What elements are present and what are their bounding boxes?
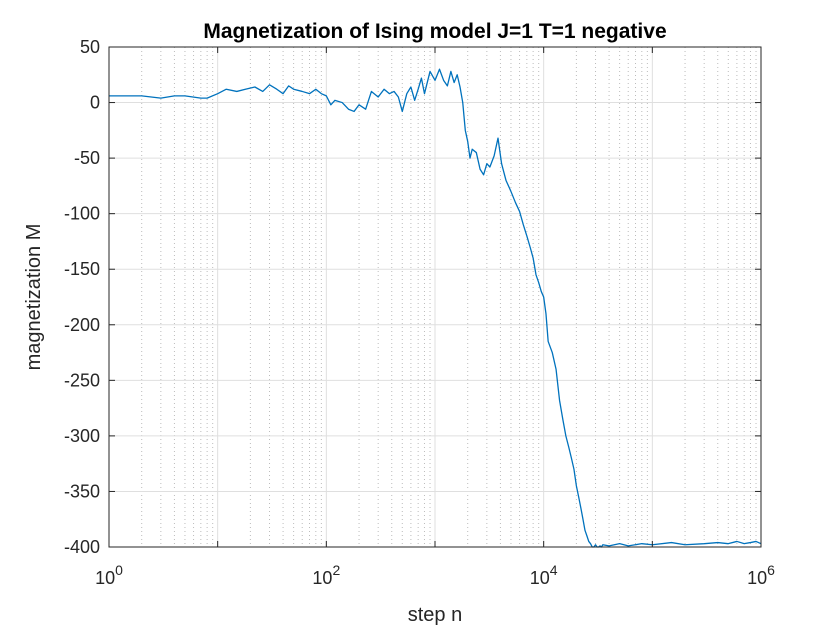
y-tick-label: -350 xyxy=(64,481,100,501)
x-tick-label: 102 xyxy=(312,562,340,588)
x-tick-label: 104 xyxy=(530,562,558,588)
y-tick-label: -250 xyxy=(64,370,100,390)
y-tick-label: -150 xyxy=(64,259,100,279)
y-tick-label: -300 xyxy=(64,426,100,446)
y-tick-label: -400 xyxy=(64,537,100,557)
series-line xyxy=(109,68,762,548)
y-tick-label: -200 xyxy=(64,315,100,335)
y-tick-label: 50 xyxy=(80,37,100,57)
x-axis-title: step n xyxy=(408,604,462,626)
minor-grid xyxy=(141,47,757,547)
chart-title: Magnetization of Ising model J=1 T=1 neg… xyxy=(203,20,666,43)
y-tick-label: -50 xyxy=(74,148,100,168)
y-tick-label: -100 xyxy=(64,204,100,224)
tick-labels: 50 0 -50 -100 -150 -200 -250 -300 -350 -400 100 102… xyxy=(64,37,775,588)
x-tick-label: 106 xyxy=(747,562,775,588)
x-tick-label: 100 xyxy=(95,562,123,588)
y-axis-title: magnetization M xyxy=(23,224,45,371)
y-tick-label: 0 xyxy=(90,93,100,113)
data-layer xyxy=(109,68,762,548)
ticks xyxy=(108,46,762,548)
